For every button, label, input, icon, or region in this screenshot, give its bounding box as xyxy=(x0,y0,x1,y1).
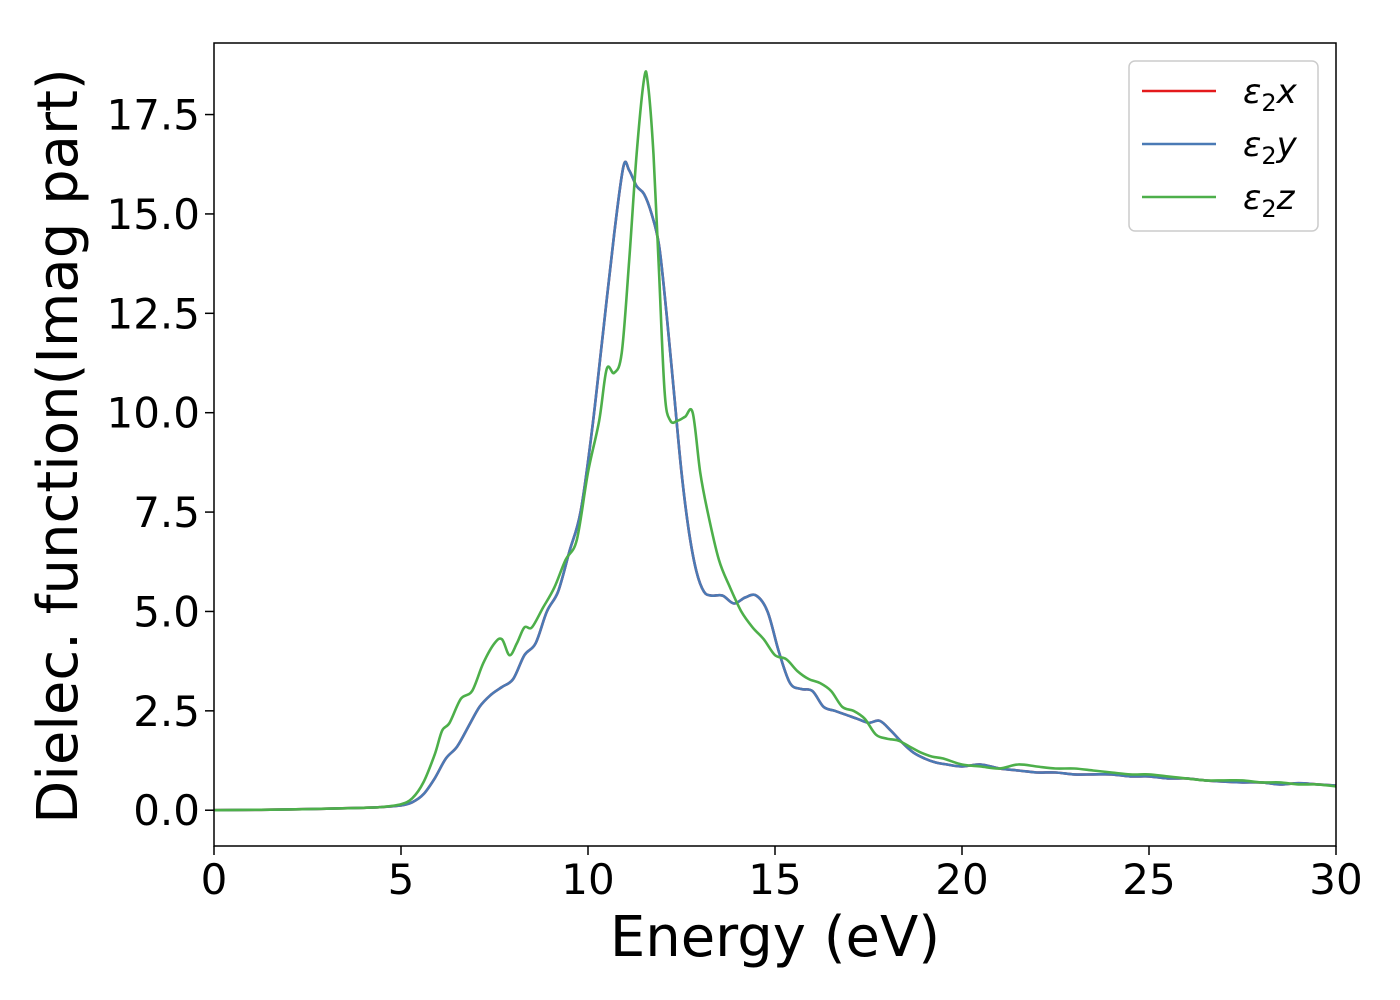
x-tick-label: 15 xyxy=(748,855,801,904)
y-axis-label: Dielec. function(Imag part) xyxy=(26,68,91,824)
series-line-z xyxy=(214,70,1336,812)
y-tick-label: 2.5 xyxy=(133,687,200,736)
y-tick-label: 7.5 xyxy=(133,488,200,537)
x-tick-label: 30 xyxy=(1309,855,1362,904)
y-tick-label: 5.0 xyxy=(133,587,200,636)
x-axis-label: Energy (eV) xyxy=(610,905,940,970)
legend-entry-y: ε2y xyxy=(1243,125,1298,170)
series-layer xyxy=(214,70,1336,812)
x-axis-ticks: 0 5 10 15 20 25 30 xyxy=(201,846,1363,904)
x-tick-label: 5 xyxy=(388,855,415,904)
legend-entry-z: ε2z xyxy=(1243,178,1296,223)
y-tick-label: 15.0 xyxy=(106,190,200,239)
x-tick-label: 10 xyxy=(561,855,614,904)
legend-entry-x: ε2x xyxy=(1243,72,1298,117)
x-tick-label: 20 xyxy=(935,855,988,904)
y-tick-label: 17.5 xyxy=(106,91,200,140)
y-axis-ticks: 0.0 2.5 5.0 7.5 10.0 12.5 15.0 17.5 xyxy=(106,91,214,835)
legend-frame xyxy=(1128,60,1319,232)
x-tick-label: 25 xyxy=(1122,855,1175,904)
y-tick-label: 0.0 xyxy=(133,786,200,835)
y-tick-label: 10.0 xyxy=(106,389,200,438)
x-tick-label: 0 xyxy=(201,855,228,904)
y-tick-label: 12.5 xyxy=(106,289,200,338)
legend: ε2x ε2y ε2z xyxy=(1128,60,1319,232)
